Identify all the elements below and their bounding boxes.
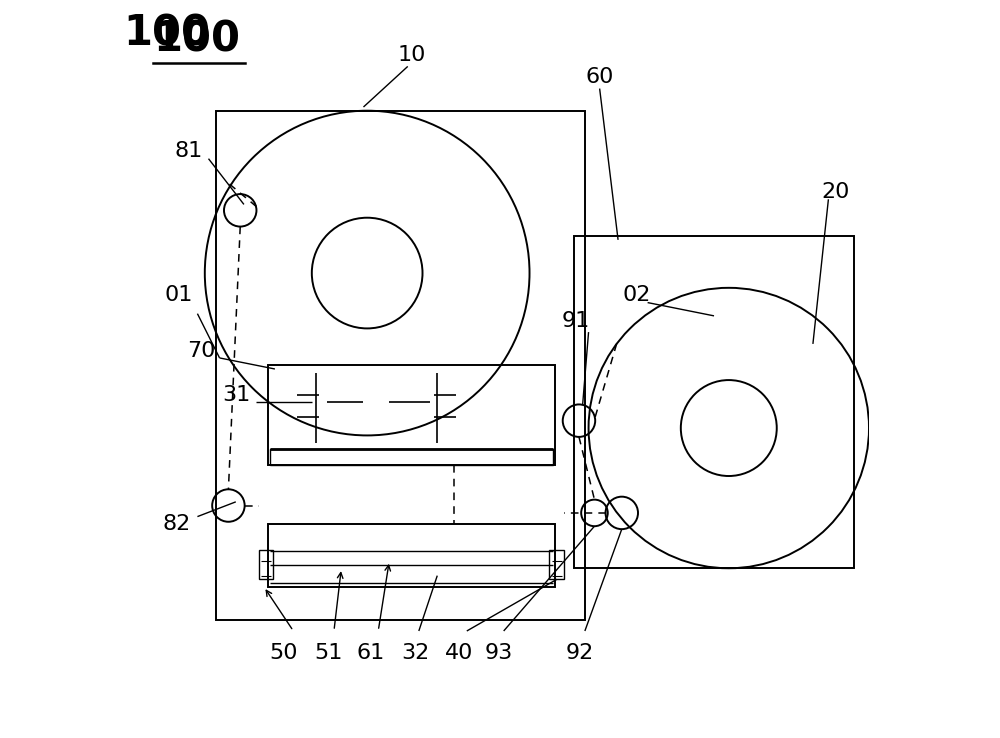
Text: 82: 82 — [163, 514, 191, 534]
Bar — [268, 524, 555, 587]
Text: 93: 93 — [484, 643, 513, 663]
Text: 92: 92 — [566, 643, 594, 663]
Bar — [216, 111, 585, 620]
Text: 91: 91 — [561, 311, 589, 331]
Text: 61: 61 — [357, 643, 385, 663]
Text: 100: 100 — [153, 18, 240, 61]
Text: 60: 60 — [585, 67, 614, 88]
Text: 100: 100 — [123, 13, 210, 54]
Text: 10: 10 — [397, 45, 426, 66]
Text: 51: 51 — [315, 643, 343, 663]
Text: 20: 20 — [822, 182, 850, 202]
Bar — [574, 236, 854, 568]
Bar — [549, 550, 564, 579]
Text: 50: 50 — [270, 643, 298, 663]
Bar — [270, 449, 553, 465]
Text: 40: 40 — [445, 643, 474, 663]
Text: 70: 70 — [187, 340, 215, 361]
Text: 32: 32 — [401, 643, 429, 663]
Text: 01: 01 — [165, 285, 193, 306]
Bar — [259, 550, 273, 579]
Text: 02: 02 — [622, 285, 651, 306]
Bar — [268, 365, 555, 465]
Text: 31: 31 — [222, 384, 251, 405]
Text: 81: 81 — [174, 141, 203, 162]
